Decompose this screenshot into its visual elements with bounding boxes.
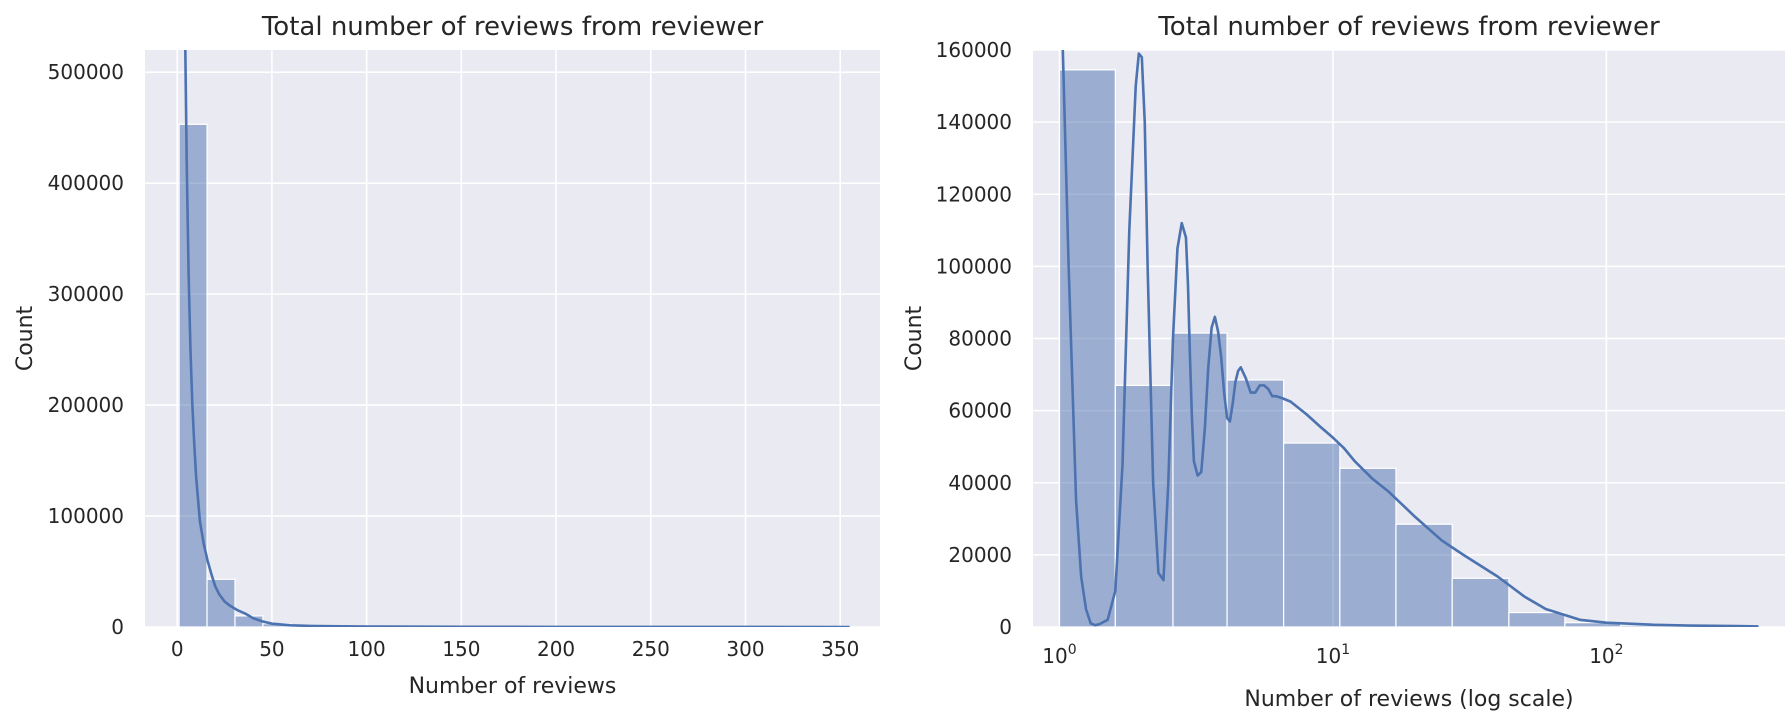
- x-tick-label: 250: [632, 637, 670, 661]
- histogram-bar: [206, 578, 236, 628]
- x-tick-label: 100: [348, 637, 386, 661]
- x-tick-label: 102: [1589, 642, 1623, 668]
- right-kde-curve: [1061, 50, 1759, 627]
- y-tick-label: 400000: [48, 171, 124, 195]
- x-tick-label: 150: [442, 637, 480, 661]
- right-y-tick-labels: 0 20000 40000 60000 80000 100000 120000 140000 1…: [936, 38, 1012, 639]
- histogram-bar: [1172, 332, 1228, 628]
- right-x-axis-label: Number of reviews (log scale): [1244, 687, 1573, 712]
- y-tick-label: 200000: [48, 393, 124, 417]
- left-chart-title: Total number of reviews from reviewer: [261, 12, 764, 42]
- y-tick-label: 300000: [48, 282, 124, 306]
- histogram-bar: [1508, 611, 1566, 628]
- left-y-tick-labels: 0 100000 200000 300000 400000 500000: [48, 60, 124, 639]
- x-tick-label: 200: [537, 637, 575, 661]
- right-x-tick-labels: 100 101 102: [1042, 642, 1623, 668]
- x-tick-label: 350: [821, 637, 859, 661]
- histogram-bar: [1395, 523, 1453, 628]
- histogram-bar: [1226, 379, 1285, 628]
- x-tick-label: 300: [726, 637, 764, 661]
- left-kde-curve: [184, 50, 850, 627]
- x-tick-label: 101: [1316, 642, 1350, 668]
- y-tick-label: 0: [999, 615, 1012, 639]
- x-tick-label: 0: [171, 637, 184, 661]
- y-tick-label: 60000: [948, 399, 1012, 423]
- histogram-bar: [1282, 442, 1341, 628]
- y-tick-label: 100000: [48, 504, 124, 528]
- y-tick-label: 80000: [948, 327, 1012, 351]
- left-x-axis-label: Number of reviews: [409, 674, 617, 699]
- right-chart-title: Total number of reviews from reviewer: [1157, 12, 1660, 42]
- x-tick-label: 100: [1042, 642, 1076, 668]
- x-tick-label: 50: [259, 637, 284, 661]
- y-tick-label: 120000: [936, 182, 1012, 206]
- y-tick-label: 140000: [936, 110, 1012, 134]
- left-y-axis-label: Count: [13, 305, 38, 371]
- left-plot-area: [145, 50, 880, 627]
- histogram-bar: [178, 123, 208, 628]
- y-tick-label: 40000: [948, 471, 1012, 495]
- histogram-bar: [1451, 577, 1510, 628]
- left-histogram-chart: 0 50 100 150 200 250 300 350 0 100000 200000 300000…: [13, 12, 880, 699]
- y-tick-label: 20000: [948, 543, 1012, 567]
- y-tick-label: 100000: [936, 254, 1012, 278]
- histogram-bar: [1339, 467, 1397, 628]
- right-y-axis-label: Count: [902, 305, 927, 371]
- left-x-tick-labels: 0 50 100 150 200 250 300 350: [171, 637, 859, 661]
- left-gridlines: [145, 50, 880, 628]
- y-tick-label: 0: [111, 615, 124, 639]
- y-tick-label: 500000: [48, 60, 124, 84]
- histogram-bar: [1058, 69, 1116, 628]
- y-tick-label: 160000: [936, 38, 1012, 62]
- right-histogram-chart: 100 101 102 0 20000 40000 60000 80000 100000 1200…: [902, 12, 1785, 712]
